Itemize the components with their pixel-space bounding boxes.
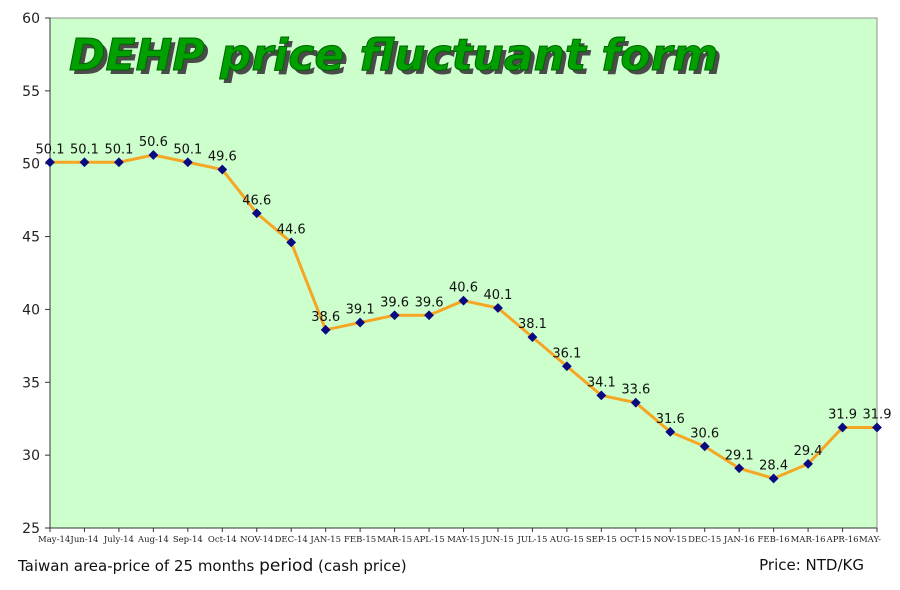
data-point-marker (837, 422, 848, 433)
data-point-marker (872, 422, 882, 433)
data-point-marker (114, 157, 124, 168)
x-tick-label: SEP-15 (586, 535, 617, 545)
chart-title: DEHP price fluctuant form (69, 30, 718, 81)
x-tick-label: July-14 (103, 535, 134, 545)
x-tick-labels: May-14 Jun-14 July-14 Aug-14 Sep-14 Oct-14 NOV… (38, 535, 881, 545)
data-label: 29.4 (794, 444, 823, 459)
unit-caption: Price: NTD/KG (759, 556, 864, 574)
data-label: 50.1 (70, 142, 99, 157)
data-label: 40.1 (483, 288, 512, 303)
x-tick-label: Jun-14 (69, 535, 98, 545)
data-label: 49.6 (208, 150, 237, 165)
period-caption-part1: Taiwan area-price of 25 months (18, 557, 260, 575)
x-tick-label: FEB-15 (344, 535, 376, 545)
x-tick-label: NOV-14 (240, 535, 273, 545)
data-label: 38.6 (311, 310, 340, 325)
x-tick-label: Sep-14 (173, 535, 203, 545)
data-label: 50.1 (104, 142, 133, 157)
data-point-marker (803, 458, 813, 469)
x-tick-label: MAR-15 (377, 535, 412, 545)
y-tick-label: 40 (22, 302, 40, 318)
period-caption-part2: period (259, 556, 314, 576)
x-tick-label: Oct-14 (208, 535, 237, 545)
data-label: 31.9 (828, 407, 857, 422)
data-point-marker (768, 473, 779, 484)
data-point-marker (148, 150, 159, 160)
data-label: 38.1 (518, 317, 547, 332)
line-chart: 25 30 35 40 45 50 55 60 May-14 Jun-14 July-14 Aug-… (22, 11, 892, 545)
axes (45, 17, 878, 532)
data-label: 39.6 (380, 295, 409, 310)
x-tick-label: NOV-15 (654, 535, 687, 545)
data-label: 30.6 (690, 426, 719, 441)
data-label: 39.6 (415, 295, 444, 310)
data-point-marker (355, 317, 366, 328)
y-tick-label: 50 (22, 157, 40, 173)
y-tick-label: 45 (22, 230, 40, 246)
data-label: 50.1 (36, 142, 65, 157)
x-tick-label: AUG-15 (549, 535, 584, 545)
x-tick-label: OCT-15 (620, 535, 652, 545)
x-tick-label: May-14 (38, 535, 70, 545)
data-point-marker (320, 324, 331, 335)
x-tick-label: JUN-15 (481, 535, 514, 545)
x-tick-label: DEC-14 (275, 535, 308, 545)
x-tick-label: MAR-16 (791, 535, 826, 545)
data-point-marker (458, 295, 469, 306)
y-tick-label: 60 (22, 11, 40, 27)
period-caption: Taiwan area-price of 25 months period (c… (18, 556, 407, 576)
data-markers (45, 150, 882, 484)
data-point-marker (665, 426, 676, 437)
data-point-marker (182, 157, 193, 168)
data-point-marker (45, 157, 55, 168)
y-tick-label: 25 (22, 521, 40, 537)
data-point-marker (389, 310, 400, 321)
data-label: 44.6 (277, 222, 306, 237)
x-tick-label: JAN-16 (723, 535, 755, 545)
data-label: 40.6 (449, 281, 478, 296)
data-point-marker (630, 397, 641, 408)
y-tick-labels: 25 30 35 40 45 50 55 60 (22, 11, 40, 537)
data-point-marker (596, 390, 607, 401)
data-point-marker (699, 441, 710, 452)
data-label: 46.6 (242, 193, 271, 208)
plot-area (49, 17, 878, 529)
data-label: 31.9 (863, 407, 892, 422)
x-tick-label: MAY- (859, 535, 881, 545)
data-labels: 50.1 50.1 50.1 50.6 50.1 49.6 46.6 44.6 38.6 39.1… (36, 135, 892, 473)
data-point-marker (217, 164, 228, 175)
x-tick-label: MAY-15 (447, 535, 480, 545)
period-caption-part3: (cash price) (313, 557, 407, 575)
data-point-marker (527, 332, 538, 343)
chart-title-shadow: DEHP price fluctuant form (73, 34, 722, 85)
x-tick-label: APL-15 (412, 535, 444, 545)
x-tick-label: Aug-14 (137, 535, 169, 545)
y-tick-label: 30 (22, 448, 40, 464)
x-tick-label: FEB-16 (758, 535, 790, 545)
data-label: 50.1 (173, 142, 202, 157)
y-tick-label: 35 (22, 375, 40, 391)
data-point-marker (734, 463, 745, 474)
data-point-marker (424, 310, 434, 321)
data-label: 50.6 (139, 135, 168, 150)
data-label: 39.1 (346, 303, 375, 318)
data-label: 28.4 (759, 458, 788, 473)
data-label: 33.6 (621, 383, 650, 398)
x-tick-label: APR-16 (826, 535, 859, 545)
data-point-marker (251, 208, 262, 219)
data-label: 31.6 (656, 412, 685, 427)
data-point-marker (79, 157, 90, 168)
data-label: 29.1 (725, 448, 754, 463)
y-tick-label: 55 (22, 84, 40, 100)
data-label: 34.1 (587, 375, 616, 390)
x-tick-label: DEC-15 (688, 535, 721, 545)
data-point-marker (561, 361, 572, 372)
data-label: 36.1 (552, 346, 581, 361)
x-tick-label: JUL-15 (516, 535, 547, 545)
data-point-marker (286, 237, 297, 248)
x-tick-label: JAN-15 (309, 535, 341, 545)
data-point-marker (493, 303, 503, 313)
